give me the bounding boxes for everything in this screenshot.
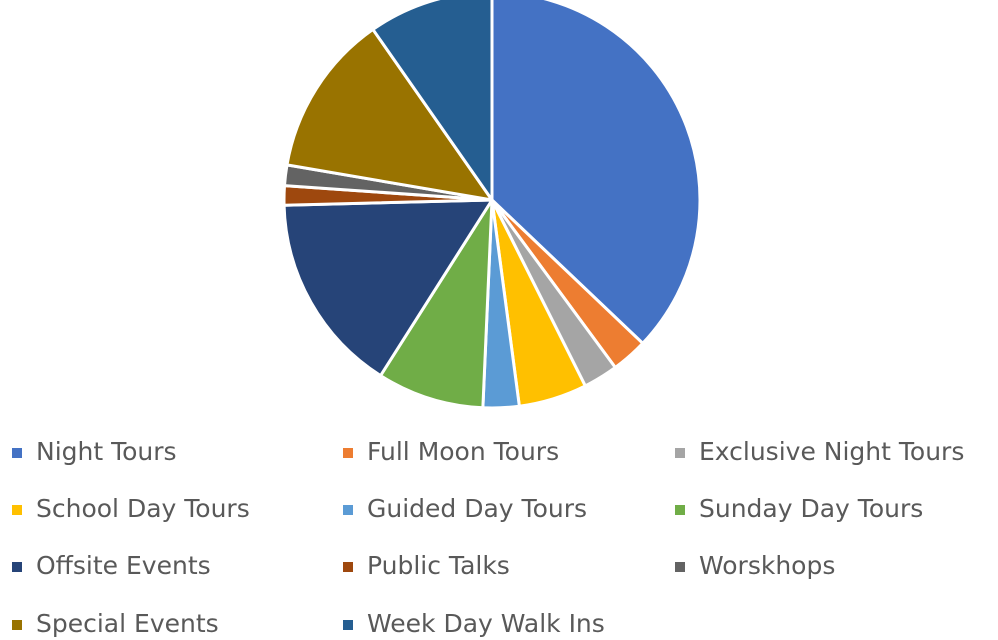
legend-label: Week Day Walk Ins bbox=[367, 609, 605, 638]
legend-label: Worskhops bbox=[699, 551, 835, 580]
legend-swatch bbox=[12, 448, 22, 458]
legend-label: Public Talks bbox=[367, 551, 510, 580]
pie-slice bbox=[285, 27, 494, 202]
legend-label: Special Events bbox=[36, 609, 219, 638]
legend-label: Exclusive Night Tours bbox=[699, 437, 964, 466]
legend-swatch bbox=[343, 505, 353, 515]
legend-label: Sunday Day Tours bbox=[699, 494, 923, 523]
legend-swatch bbox=[675, 562, 685, 572]
legend-swatch bbox=[12, 562, 22, 572]
legend-label: Offsite Events bbox=[36, 551, 211, 580]
legend-swatch bbox=[12, 620, 22, 630]
pie-slice bbox=[282, 198, 494, 378]
legend-label: Full Moon Tours bbox=[367, 437, 559, 466]
legend-label: Night Tours bbox=[36, 437, 177, 466]
pie-slice bbox=[379, 198, 494, 410]
legend-swatch bbox=[12, 505, 22, 515]
pie-slice bbox=[490, 0, 702, 345]
legend-swatch bbox=[343, 562, 353, 572]
legend-label: Guided Day Tours bbox=[367, 494, 587, 523]
pie-slice bbox=[371, 0, 494, 202]
legend-swatch bbox=[343, 448, 353, 458]
legend-label: School Day Tours bbox=[36, 494, 250, 523]
legend-swatch bbox=[343, 620, 353, 630]
legend-swatch bbox=[675, 448, 685, 458]
legend-swatch bbox=[675, 505, 685, 515]
